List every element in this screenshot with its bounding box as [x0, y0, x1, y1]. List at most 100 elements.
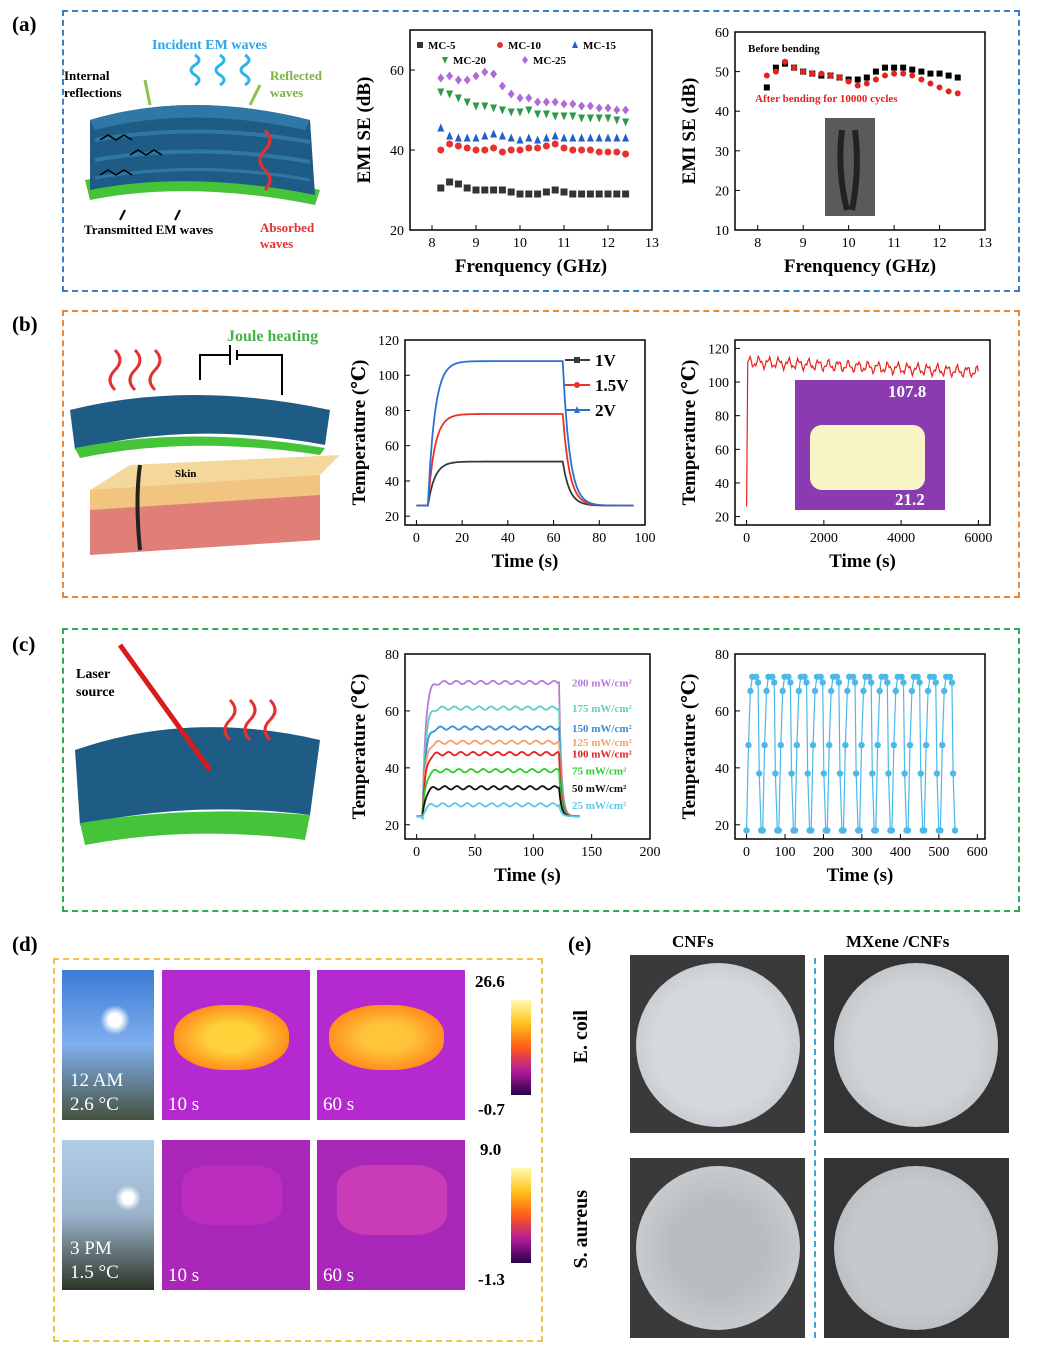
- y-tick-label: 40: [385, 762, 399, 777]
- data-point: [578, 101, 586, 111]
- data-point: [481, 102, 489, 111]
- y-tick-label: 40: [390, 144, 404, 159]
- y-tick-label: 20: [385, 510, 399, 525]
- legend-label: MC-10: [508, 40, 541, 52]
- data-point: [578, 190, 586, 198]
- y-tick-label: 60: [385, 440, 399, 455]
- sun-glow-2: [115, 1185, 141, 1211]
- x-axis-label: Frenquency (GHz): [455, 256, 607, 277]
- data-point: [791, 64, 798, 71]
- y-tick-label: 80: [385, 648, 399, 663]
- data-point: [954, 90, 961, 97]
- legend-label: MC-25: [533, 55, 566, 67]
- data-point: [463, 133, 471, 142]
- row1-scale-min: -0.7: [478, 1100, 505, 1119]
- x-tick-label: 10: [842, 236, 856, 251]
- data-point: [595, 114, 603, 123]
- chart-joule-voltage: 0 20 40 60 80 100 20 40 60 80 100 120 Time (s) Temper…: [350, 334, 656, 572]
- panel-label-c: (c): [12, 632, 36, 656]
- y-axis-label: EMI SE (dB): [680, 78, 700, 185]
- data-point: [578, 133, 586, 142]
- data-point: [827, 72, 834, 79]
- data-point: [954, 74, 961, 81]
- data-point: [595, 103, 603, 113]
- data-point: [463, 98, 471, 107]
- data-point: [551, 131, 559, 140]
- data-point: [613, 190, 621, 198]
- y-tick-label: 40: [385, 475, 399, 490]
- data-point: [516, 108, 524, 117]
- data-point: [891, 64, 898, 71]
- data-point: [613, 133, 621, 142]
- panel-a-frame: [62, 10, 1020, 292]
- x-tick-label: 10: [513, 236, 527, 251]
- data-point: [446, 131, 454, 140]
- plot-frame: [734, 653, 986, 840]
- data-point: [743, 827, 750, 834]
- series-line: [745, 354, 979, 507]
- data-point: [586, 146, 594, 154]
- y-axis-label: Temperature (℃): [680, 674, 700, 820]
- x-tick-label: 400: [890, 845, 911, 860]
- row2-temp: 1.5 °C: [70, 1262, 119, 1283]
- x-tick-label: 600: [967, 845, 988, 860]
- x-tick-label: 200: [813, 845, 834, 860]
- y-tick-label: 80: [715, 648, 729, 663]
- y-tick-label: 10: [715, 224, 729, 239]
- data-point: [463, 144, 471, 152]
- data-point: [622, 118, 630, 127]
- data-point: [845, 78, 852, 85]
- data-point: [613, 116, 621, 125]
- data-point: [490, 129, 498, 138]
- data-point: [763, 84, 770, 91]
- col1-header: CNFs: [672, 932, 714, 951]
- y-tick-label: 20: [390, 224, 404, 239]
- data-point: [872, 68, 879, 75]
- data-point: [525, 93, 533, 103]
- data-point: [569, 190, 577, 198]
- legend-label: MC-5: [428, 40, 456, 52]
- plot-frame: [409, 29, 653, 231]
- data-point: [604, 190, 612, 198]
- data-point: [498, 131, 506, 140]
- data-point: [551, 140, 559, 148]
- thermal-pm-60s: [317, 1140, 465, 1290]
- x-tick-label: 150: [581, 845, 602, 860]
- data-point: [574, 382, 580, 388]
- legend-after: After bending for 10000 cycles: [755, 93, 898, 105]
- data-point: [945, 88, 952, 95]
- data-point: [595, 190, 603, 198]
- series-line: [416, 785, 581, 818]
- data-point: [481, 131, 489, 140]
- bending-sample: [837, 129, 860, 211]
- inset-photo-bending: [825, 118, 875, 216]
- data-point: [525, 144, 533, 152]
- inset-min: 21.2: [895, 490, 925, 509]
- data-point: [507, 108, 515, 117]
- data-point: [572, 41, 578, 48]
- panel-c-frame: [62, 628, 1020, 912]
- data-point: [516, 146, 524, 154]
- dish-cnf-ecoli: [630, 955, 805, 1133]
- chart-photothermal-cycles: 0 100 200 300 400 500 600 20 40 60 80 Time (s) Tempe…: [680, 648, 988, 886]
- data-point: [551, 97, 559, 107]
- data-point: [442, 57, 448, 64]
- data-point: [472, 71, 480, 81]
- data-point: [863, 80, 870, 87]
- x-tick-label: 8: [754, 236, 761, 251]
- x-tick-label: 0: [413, 531, 420, 546]
- y-tick-label: 20: [715, 184, 729, 199]
- data-point: [534, 97, 542, 107]
- data-point: [927, 80, 934, 87]
- y-tick-label: 120: [708, 342, 729, 357]
- x-tick-label: 8: [429, 236, 436, 251]
- series-line: [416, 705, 581, 820]
- emi-shielding-illustration: [85, 53, 320, 221]
- thermal-noon-10s: [162, 970, 310, 1120]
- data-point: [446, 140, 454, 148]
- data-point: [507, 133, 515, 142]
- data-point: [578, 146, 586, 154]
- x-tick-label: 100: [635, 531, 656, 546]
- data-point: [481, 146, 489, 154]
- data-point: [772, 64, 779, 71]
